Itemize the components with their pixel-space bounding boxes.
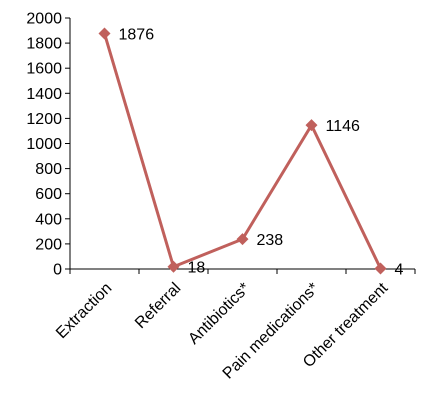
- y-axis-ticks: 0 200 400 600 800 1000 1200 1400 1600 1800 2000: [26, 11, 70, 279]
- y-tick-label: 1200: [26, 111, 62, 128]
- y-tick-label: 0: [53, 262, 62, 279]
- data-label: 18: [188, 260, 206, 277]
- y-tick-label: 1000: [26, 136, 62, 153]
- data-point-marker: [374, 262, 387, 275]
- x-axis-ticks: Extraction Referral Antibiotics*Pain medic…: [53, 269, 416, 382]
- x-tick-label: Antibiotics*: [185, 280, 253, 348]
- data-label: 1876: [119, 27, 155, 44]
- data-label: 238: [257, 232, 284, 249]
- y-tick-label: 2000: [26, 11, 62, 28]
- data-labels: 1876 18 238 1146 4: [119, 27, 404, 279]
- data-label: 4: [395, 261, 404, 278]
- data-point-marker: [167, 260, 180, 273]
- x-tick-label: Extraction: [53, 280, 115, 342]
- data-point-marker: [236, 233, 249, 246]
- data-point-marker: [305, 119, 318, 132]
- series: [98, 27, 387, 275]
- y-tick-label: 400: [35, 211, 62, 228]
- y-tick-label: 600: [35, 186, 62, 203]
- x-tick-label: Referral: [132, 280, 184, 332]
- y-tick-label: 1600: [26, 61, 62, 78]
- y-tick-label: 1800: [26, 36, 62, 53]
- y-tick-label: 200: [35, 236, 62, 253]
- data-label: 1146: [326, 118, 361, 135]
- y-tick-label: 1400: [26, 86, 62, 103]
- data-point-marker: [98, 27, 111, 40]
- y-tick-label: 800: [35, 161, 62, 178]
